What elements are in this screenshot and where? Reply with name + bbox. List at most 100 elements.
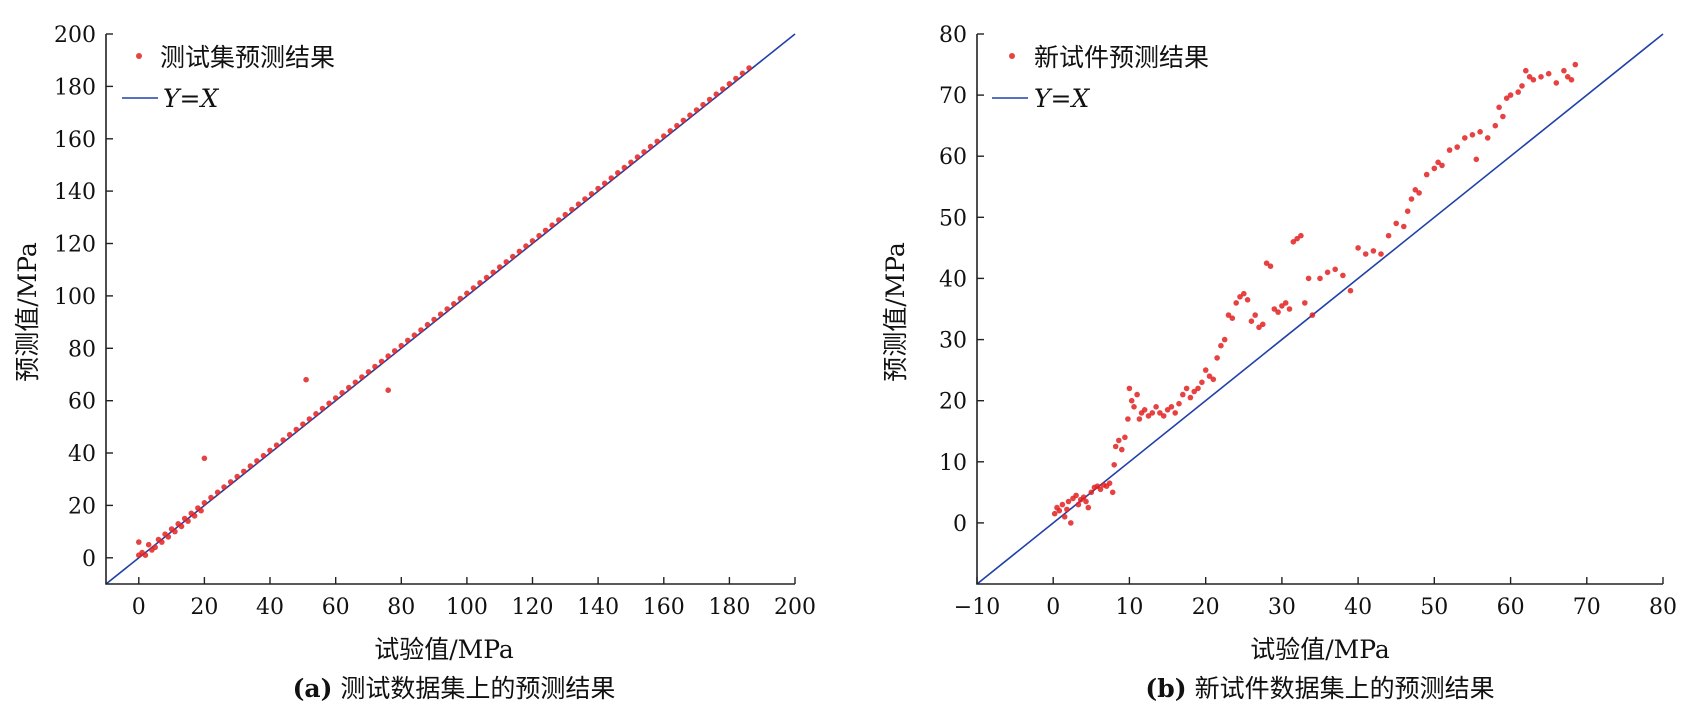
x-tick-label: 20 <box>190 595 218 620</box>
scatter-point <box>306 416 313 422</box>
scatter-point <box>556 217 562 223</box>
scatter-point <box>1469 132 1476 138</box>
scatter-point <box>588 191 595 197</box>
scatter-point <box>1538 74 1544 80</box>
scatter-point <box>365 369 372 375</box>
scatter-point <box>595 185 601 192</box>
scatter-point <box>1125 416 1131 422</box>
scatter-point <box>437 311 444 318</box>
scatter-point <box>1370 248 1377 254</box>
scatter-point <box>667 128 674 134</box>
scatter-point <box>1214 355 1220 361</box>
panel-a: 0 20 40 60 80 100 120 140 160 180 200 0 20 40 60 80 100… <box>13 23 816 703</box>
scatter-point <box>1176 400 1182 407</box>
scatter-point <box>1106 480 1113 487</box>
b-y-ticks: 0 10 20 30 40 50 60 70 80 <box>939 23 984 537</box>
scatter-point <box>198 507 204 514</box>
y-tick-label: 20 <box>68 494 96 519</box>
scatter-point <box>1545 70 1552 77</box>
y-tick-label: 50 <box>939 206 967 231</box>
scatter-point <box>536 232 542 239</box>
scatter-point <box>1116 437 1122 444</box>
scatter-point <box>1568 77 1575 83</box>
scatter-point <box>1317 275 1323 282</box>
scatter-point <box>332 395 339 401</box>
scatter-point <box>1119 446 1125 453</box>
a-legend-scatter-label: 测试集预测结果 <box>160 43 335 72</box>
scatter-point <box>142 552 149 558</box>
a-y-axis-label: 预测值/MPa <box>13 242 42 382</box>
scatter-point <box>1051 510 1058 517</box>
b-scatter-points <box>1051 61 1579 526</box>
scatter-point <box>1141 407 1148 413</box>
x-tick-label: 40 <box>1344 595 1372 620</box>
scatter-point <box>1564 74 1571 80</box>
scatter-point <box>1408 196 1415 202</box>
scatter-point <box>1439 162 1445 169</box>
scatter-point <box>385 387 392 394</box>
scatter-point <box>303 376 309 383</box>
scatter-point <box>424 321 431 328</box>
y-tick-label: 70 <box>939 84 967 109</box>
scatter-point <box>1225 312 1232 318</box>
scatter-point <box>490 269 497 276</box>
a-y-ticks: 0 20 40 60 80 100 120 140 160 180 200 <box>54 23 113 572</box>
scatter-point <box>713 91 720 97</box>
scatter-point <box>185 518 191 524</box>
scatter-point <box>1248 318 1255 325</box>
scatter-point <box>152 544 158 551</box>
scatter-point <box>326 400 332 407</box>
scatter-point <box>267 447 273 454</box>
scatter-point <box>1347 287 1354 294</box>
scatter-point <box>1385 232 1392 239</box>
scatter-point <box>680 117 687 124</box>
a-ref-line-path <box>105 33 796 585</box>
scatter-point <box>1362 251 1369 257</box>
scatter-point <box>516 248 523 255</box>
scatter-point <box>693 107 700 113</box>
scatter-point <box>1080 494 1087 501</box>
b-y-axis-label: 预测值/MPa <box>881 242 910 382</box>
scatter-point <box>1160 413 1167 419</box>
x-tick-label: 160 <box>643 595 685 620</box>
scatter-point <box>1431 165 1438 172</box>
scatter-point <box>1256 324 1262 331</box>
scatter-point <box>405 337 411 344</box>
scatter-point <box>1168 404 1175 410</box>
scatter-point <box>280 437 287 443</box>
scatter-point <box>385 353 392 359</box>
scatter-point <box>615 170 621 176</box>
scatter-point <box>1271 306 1278 312</box>
scatter-point <box>444 306 451 312</box>
y-tick-label: 10 <box>939 451 967 476</box>
x-tick-label: 20 <box>1192 595 1220 620</box>
scatter-point <box>1530 77 1537 83</box>
scatter-point <box>549 222 555 228</box>
scatter-point <box>739 70 746 77</box>
y-tick-label: 40 <box>939 267 967 292</box>
scatter-point <box>1473 156 1480 163</box>
scatter-point <box>136 539 142 545</box>
y-tick-label: 180 <box>54 75 96 100</box>
scatter-point <box>1412 187 1419 193</box>
scatter-point <box>1393 220 1399 227</box>
scatter-point <box>601 180 608 187</box>
y-tick-label: 30 <box>939 329 967 354</box>
a-x-axis-label: 试验值/MPa <box>374 635 514 664</box>
b-legend: 新试件预测结果 Y=X <box>992 43 1209 113</box>
scatter-point <box>286 431 293 438</box>
scatter-point <box>608 175 615 181</box>
scatter-point <box>378 358 385 365</box>
y-tick-label: 20 <box>939 390 967 415</box>
scatter-point <box>1157 410 1163 416</box>
scatter-point <box>1507 92 1514 98</box>
scatter-point <box>1145 413 1152 419</box>
scatter-point <box>178 523 185 530</box>
scatter-point <box>1378 251 1384 257</box>
scatter-point <box>260 452 267 459</box>
scatter-point <box>1097 486 1104 493</box>
y-tick-label: 0 <box>82 547 96 572</box>
scatter-point <box>1134 391 1140 398</box>
x-tick-label: −10 <box>954 595 1000 620</box>
